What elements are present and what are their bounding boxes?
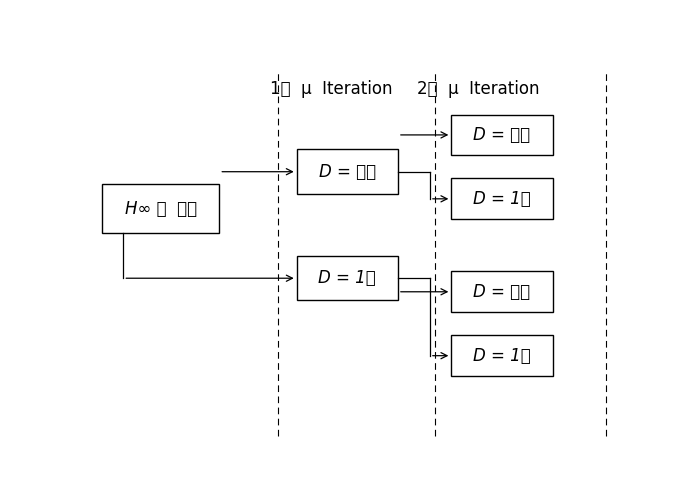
Text: D = 상수: D = 상수 (319, 162, 376, 181)
Text: D = 1차: D = 1차 (319, 269, 376, 287)
Bar (297, 149, 398, 194)
Bar (451, 115, 552, 155)
Bar (102, 184, 219, 233)
Text: 1차  μ  Iteration: 1차 μ Iteration (270, 80, 393, 99)
Text: H∞ 의  설계: H∞ 의 설계 (125, 200, 197, 217)
Bar (451, 336, 552, 376)
Bar (451, 272, 552, 312)
Text: D = 상수: D = 상수 (473, 283, 530, 301)
Bar (297, 256, 398, 300)
Text: D = 1차: D = 1차 (473, 190, 530, 208)
Text: 2차  μ  Iteration: 2차 μ Iteration (417, 80, 539, 99)
Bar (451, 179, 552, 219)
Text: D = 1차: D = 1차 (473, 347, 530, 365)
Text: D = 상수: D = 상수 (473, 126, 530, 144)
